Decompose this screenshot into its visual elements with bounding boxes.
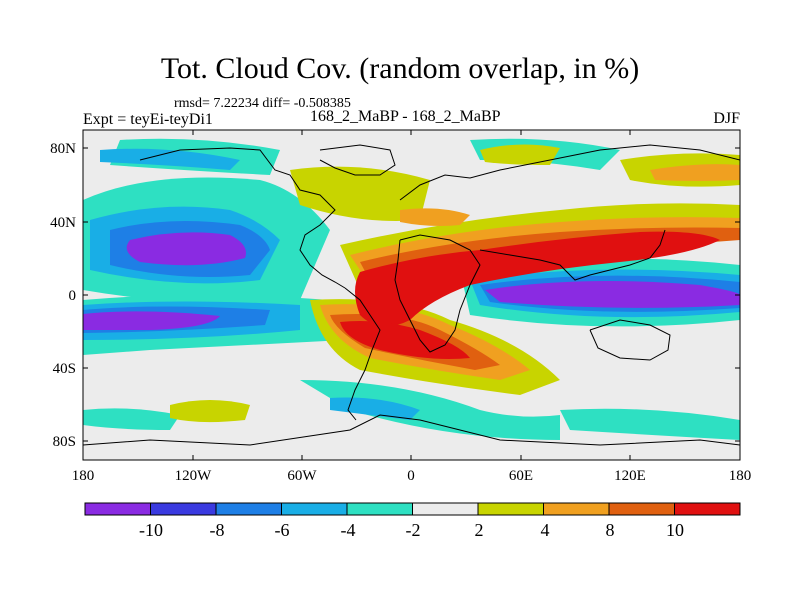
lon-label: 180	[72, 468, 95, 484]
eurasia-outline	[399, 144, 740, 201]
map-frame	[82, 129, 741, 461]
lon-label: 0	[407, 468, 415, 484]
purple-anomaly-regions	[83, 232, 740, 330]
lon-label: 120E	[614, 468, 646, 484]
lat-label: 40N	[50, 215, 76, 231]
lon-label: 60E	[509, 468, 533, 484]
colorbar-swatch	[477, 502, 544, 516]
coastline-outlines	[83, 144, 740, 446]
colorbar-swatch	[543, 502, 610, 516]
lon-axis-labels: 180 120W 60W 0 60E 120E 180	[72, 468, 752, 484]
colorbar-label: -6	[275, 520, 290, 540]
colorbar-swatch	[608, 502, 675, 516]
lat-label: 0	[69, 288, 77, 304]
colorbar-label: 8	[606, 520, 615, 540]
stats-text: rmsd= 7.22234 diff= -0.508385	[174, 96, 351, 111]
colorbar-swatch	[412, 502, 479, 516]
colorbar-swatch	[150, 502, 217, 516]
colorbar-swatch	[215, 502, 282, 516]
lat-label: 80S	[53, 434, 76, 450]
experiment-label: Expt = teyEi-teyDi1	[83, 111, 213, 128]
lon-label: 120W	[175, 468, 213, 484]
colorbar-label: -8	[210, 520, 225, 540]
lat-label: 40S	[53, 361, 76, 377]
colorbar-swatch	[674, 502, 741, 516]
colorbar-swatch	[281, 502, 348, 516]
season-label: DJF	[713, 110, 740, 127]
colorbar-label: 10	[666, 520, 684, 540]
greenland-outline	[319, 144, 396, 176]
period-label: 168_2_MaBP - 168_2_MaBP	[310, 108, 501, 125]
colorbar-label: -4	[341, 520, 356, 540]
lon-label: 180	[729, 468, 752, 484]
australia-outline	[589, 319, 671, 361]
colorbar-swatch	[84, 502, 151, 516]
africa-outline	[394, 234, 481, 353]
map-panel	[83, 130, 740, 460]
colorbar-label: -10	[139, 520, 163, 540]
frame-ticks	[83, 130, 740, 460]
asia-coast-outline	[479, 229, 666, 281]
colorbar	[84, 502, 741, 516]
north-america-outline	[139, 147, 346, 289]
south-america-outline	[344, 287, 381, 421]
antarctica-outline	[83, 414, 740, 446]
colorbar-label: 2	[475, 520, 484, 540]
colorbar-label: -2	[406, 520, 421, 540]
lat-axis-labels: 80N 40N 0 40S 80S	[50, 141, 76, 450]
red-anomaly-regions	[340, 231, 720, 359]
colorbar-label: 4	[541, 520, 550, 540]
map-title: Tot. Cloud Cov. (random overlap, in %)	[160, 52, 640, 85]
colorbar-swatch	[346, 502, 413, 516]
colorbar-labels: -10 -8 -6 -4 -2 2 4 8 10	[139, 520, 684, 540]
lat-label: 80N	[50, 141, 76, 157]
lon-label: 60W	[287, 468, 317, 484]
